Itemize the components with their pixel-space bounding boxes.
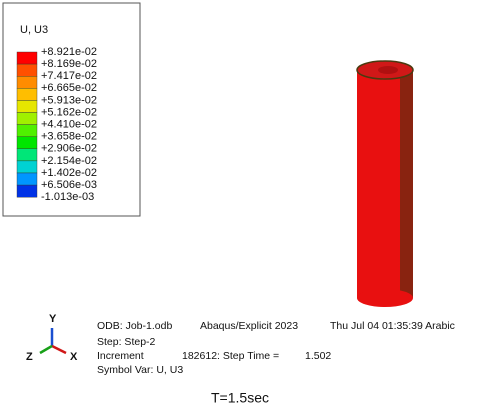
- program: Abaqus/Explicit 2023: [200, 320, 298, 332]
- color-band: [16, 100, 38, 113]
- axis-triad: Y X Z: [26, 313, 78, 363]
- legend-label: -1.013e-03: [41, 191, 94, 203]
- step-time: 1.502: [305, 350, 331, 362]
- cylinder-shade: [400, 70, 413, 298]
- color-band: [16, 124, 38, 137]
- legend-label: +1.402e-02: [41, 167, 97, 179]
- triad-x: [51, 344, 67, 355]
- triad-z-label: Z: [26, 351, 33, 363]
- triad-y-label: Y: [49, 313, 57, 325]
- legend-label: +8.921e-02: [41, 46, 97, 58]
- legend-label: +2.906e-02: [41, 143, 97, 155]
- legend: +8.921e-02+8.169e-02+7.417e-02+6.665e-02…: [16, 46, 97, 203]
- color-band: [16, 75, 38, 89]
- cylinder-bottom: [357, 289, 413, 307]
- caption: T=1.5sec: [211, 390, 269, 406]
- odb: ODB: Job-1.odb: [97, 320, 172, 332]
- legend-label: +8.169e-02: [41, 58, 97, 70]
- legend-label: +6.506e-03: [41, 179, 97, 191]
- color-band: [16, 51, 38, 65]
- triad-x-label: X: [70, 351, 78, 363]
- color-band: [16, 88, 38, 101]
- legend-label: +5.913e-02: [41, 94, 97, 106]
- legend-label: +4.410e-02: [41, 119, 97, 131]
- symbol-var: Symbol Var: U, U3: [97, 364, 183, 376]
- increment: 182612: Step Time =: [182, 350, 279, 362]
- color-band: [16, 148, 38, 162]
- cylinder-hole: [378, 66, 398, 74]
- color-band: [16, 172, 38, 186]
- legend-label: +6.665e-02: [41, 82, 97, 94]
- increment-label: Increment: [97, 350, 144, 362]
- date: Thu Jul 04 01:35:39 Arabic: [330, 320, 455, 332]
- legend-label: +2.154e-02: [41, 155, 97, 167]
- color-band: [16, 136, 38, 149]
- triad-z: [39, 344, 53, 355]
- legend-label: +5.162e-02: [41, 106, 97, 118]
- legend-label: +7.417e-02: [41, 70, 97, 82]
- color-band: [16, 160, 38, 174]
- color-band: [16, 184, 38, 198]
- color-band: [16, 63, 38, 77]
- model: [356, 60, 414, 307]
- legend-label: +3.658e-02: [41, 131, 97, 143]
- legend-title: U, U3: [20, 24, 48, 36]
- color-band: [16, 112, 38, 125]
- step: Step: Step-2: [97, 336, 156, 348]
